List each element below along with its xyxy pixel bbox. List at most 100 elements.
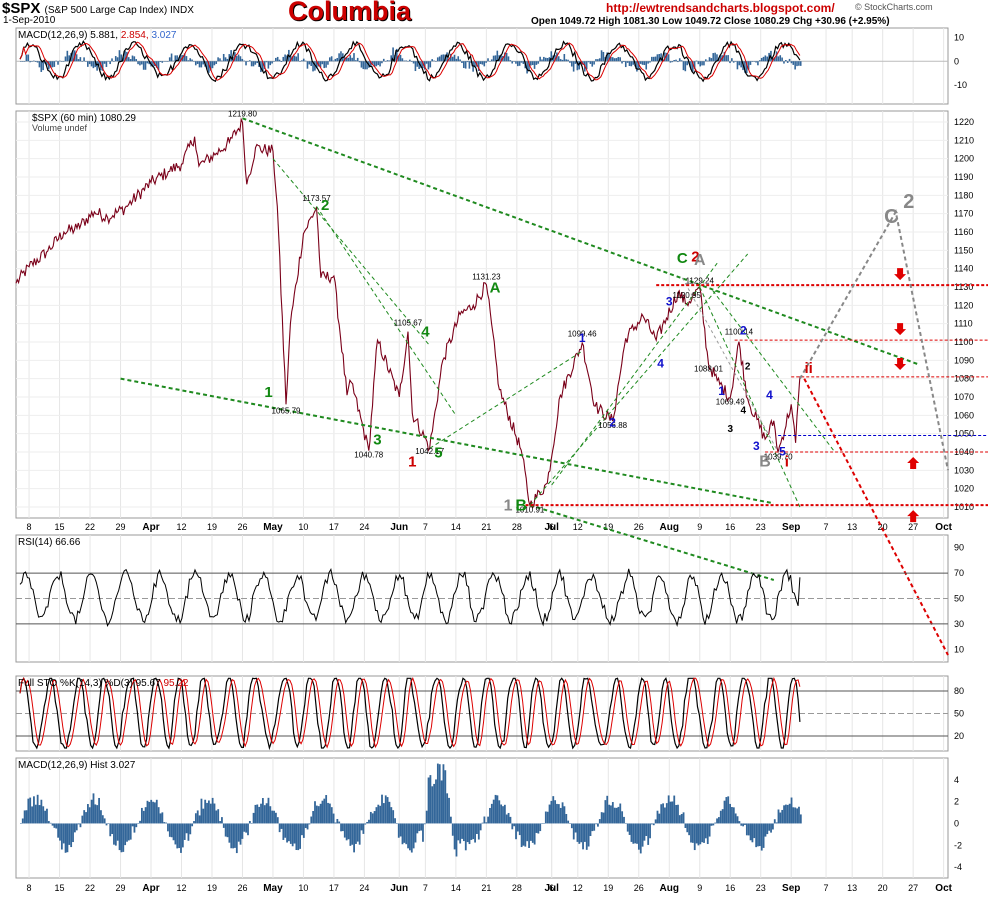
hist-bar — [453, 823, 456, 850]
x-tick-label: May — [263, 883, 283, 894]
macd-hist-bar — [198, 61, 201, 68]
macd-hist-bar — [792, 61, 795, 65]
hist-bar — [626, 823, 629, 832]
price-y-tick: 1190 — [954, 172, 973, 182]
macd-hist-bar — [219, 58, 221, 62]
hist-bar — [157, 807, 160, 824]
rsi-title: RSI(14) 66.66 — [18, 537, 81, 548]
macd-hist-bar — [762, 56, 765, 62]
price-label: 1056.88 — [598, 421, 627, 430]
macd-hist-bar — [165, 61, 167, 62]
x-tick-label: 14 — [451, 522, 461, 532]
hist-bar — [740, 823, 743, 826]
macd-hist-bar — [712, 53, 715, 62]
hist-bar — [293, 823, 296, 844]
macd-hist-bar — [180, 55, 182, 62]
macd-hist-bar — [282, 56, 285, 62]
hist-bar — [420, 823, 423, 831]
hist-bar — [142, 810, 145, 824]
macd-hist-bar — [595, 59, 597, 62]
macd-hist-bar — [636, 61, 638, 72]
hist-bar — [377, 804, 380, 824]
macd-hist-bar — [544, 57, 547, 62]
price-label: 1105.67 — [394, 319, 423, 328]
hist-bar — [68, 823, 71, 845]
x-tick-label: 28 — [512, 522, 522, 532]
hist-bar — [712, 823, 715, 826]
hist-y-tick: 0 — [954, 818, 959, 828]
hist-bar — [221, 817, 223, 824]
hist-bar — [291, 823, 294, 847]
macd-hist-bar — [321, 61, 324, 65]
sto-y-tick: 50 — [954, 709, 964, 719]
x-tick-label: 19 — [603, 522, 613, 532]
hist-bar — [764, 823, 767, 837]
macd-hist-bar — [654, 56, 657, 62]
macd-hist-bar — [323, 61, 326, 69]
hist-bar — [198, 815, 201, 824]
hist-bar — [725, 797, 728, 824]
hist-bar — [470, 823, 473, 840]
hist-bar — [185, 823, 188, 834]
price-label: 1039.70 — [764, 452, 793, 461]
macd-hist-bar — [20, 61, 22, 62]
hist-y-tick: 2 — [954, 797, 959, 807]
macd-hist-bar — [211, 61, 214, 69]
macd-hist-bar — [567, 59, 569, 62]
wave-label-red: i — [785, 454, 789, 471]
hist-bar — [161, 812, 164, 824]
price-label: 1040.78 — [354, 451, 383, 460]
hist-bar — [77, 823, 80, 825]
macd-hist-bar — [202, 61, 205, 65]
macd-hist-bar — [557, 56, 560, 62]
hist-bar — [457, 823, 460, 841]
hist-bar — [390, 807, 393, 824]
x-tick-label: 26 — [237, 883, 247, 893]
macd-hist-bar — [172, 60, 175, 62]
hist-bar — [790, 797, 793, 824]
macd-hist-bar — [101, 61, 104, 71]
macd-hist-bar — [349, 55, 352, 62]
hist-bar — [738, 821, 741, 824]
macd-hist-bar — [215, 61, 218, 64]
macd-hist-bar — [113, 61, 115, 62]
macd-hist-bar — [671, 61, 674, 63]
hist-bar — [315, 805, 318, 824]
hist-bar — [477, 823, 480, 840]
hist-bar — [208, 800, 210, 824]
hist-bar — [794, 807, 797, 824]
rsi-y-tick: 10 — [954, 644, 964, 654]
x-tick-label: 12 — [573, 522, 583, 532]
macd-hist-bar — [237, 54, 240, 62]
hist-bar — [703, 823, 705, 843]
hist-bar — [664, 807, 666, 824]
hist-bar — [606, 795, 609, 824]
macd-hist-bar — [500, 54, 502, 62]
macd-hist-bar — [289, 56, 292, 62]
macd-hist-bar — [90, 61, 93, 67]
price-y-tick: 1060 — [954, 410, 974, 420]
website-link[interactable]: http://ewtrendsandcharts.blogspot.com/ — [606, 1, 835, 15]
hist-bar — [407, 823, 409, 849]
macd-hist-bar — [613, 58, 616, 62]
hist-bar — [472, 823, 475, 840]
sto-d-line — [19, 676, 801, 749]
hist-bar — [364, 823, 367, 825]
macd-hist-bar — [144, 61, 147, 70]
price-y-tick: 1200 — [954, 154, 974, 164]
macd-hist-bar — [66, 50, 69, 62]
hist-bar — [369, 811, 372, 824]
macd-hist-bar — [630, 61, 633, 67]
hist-bar — [386, 797, 389, 824]
macd-hist-bar — [330, 56, 333, 62]
wave-label-blue: 4 — [657, 357, 664, 371]
hist-bar — [200, 798, 203, 824]
hist-bar — [433, 783, 436, 824]
hist-bar — [591, 823, 594, 832]
macd-hist-bar — [697, 61, 700, 65]
hist-bar — [46, 808, 48, 824]
macd-hist-bar — [788, 58, 791, 62]
hist-bar — [770, 823, 772, 833]
macd-hist-bar — [684, 61, 687, 72]
